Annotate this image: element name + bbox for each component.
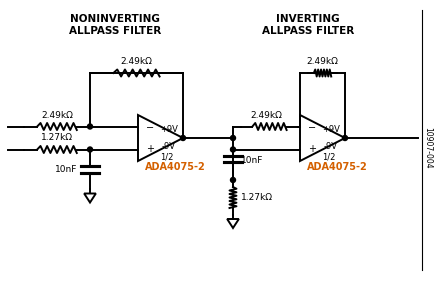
- Text: +9V: +9V: [160, 125, 178, 134]
- Text: −: −: [146, 123, 154, 132]
- Text: 2.49kΩ: 2.49kΩ: [250, 110, 282, 119]
- Text: 10907-004: 10907-004: [423, 127, 431, 169]
- Circle shape: [342, 136, 347, 140]
- Circle shape: [230, 177, 235, 183]
- Text: +9V: +9V: [321, 125, 339, 134]
- Text: -9V: -9V: [323, 142, 337, 151]
- Text: +: +: [307, 143, 315, 153]
- Circle shape: [230, 147, 235, 152]
- Text: INVERTING
ALLPASS FILTER: INVERTING ALLPASS FILTER: [261, 14, 353, 36]
- Text: 1/2: 1/2: [160, 152, 173, 161]
- Text: 10nF: 10nF: [240, 156, 263, 166]
- Circle shape: [87, 147, 92, 152]
- Text: ADA4075-2: ADA4075-2: [306, 162, 367, 172]
- Circle shape: [87, 124, 92, 129]
- Text: 2.49kΩ: 2.49kΩ: [306, 57, 338, 66]
- Text: 10nF: 10nF: [55, 165, 77, 174]
- Text: -9V: -9V: [161, 142, 176, 151]
- Circle shape: [180, 136, 185, 140]
- Text: NONINVERTING
ALLPASS FILTER: NONINVERTING ALLPASS FILTER: [69, 14, 161, 36]
- Text: 2.49kΩ: 2.49kΩ: [120, 57, 152, 66]
- Text: +: +: [146, 143, 154, 153]
- Circle shape: [230, 136, 235, 140]
- Text: −: −: [307, 123, 316, 132]
- Text: 1.27kΩ: 1.27kΩ: [240, 193, 273, 202]
- Text: 1.27kΩ: 1.27kΩ: [41, 134, 73, 143]
- Text: ADA4075-2: ADA4075-2: [144, 162, 205, 172]
- Text: 2.49kΩ: 2.49kΩ: [41, 110, 73, 119]
- Text: 1/2: 1/2: [322, 152, 335, 161]
